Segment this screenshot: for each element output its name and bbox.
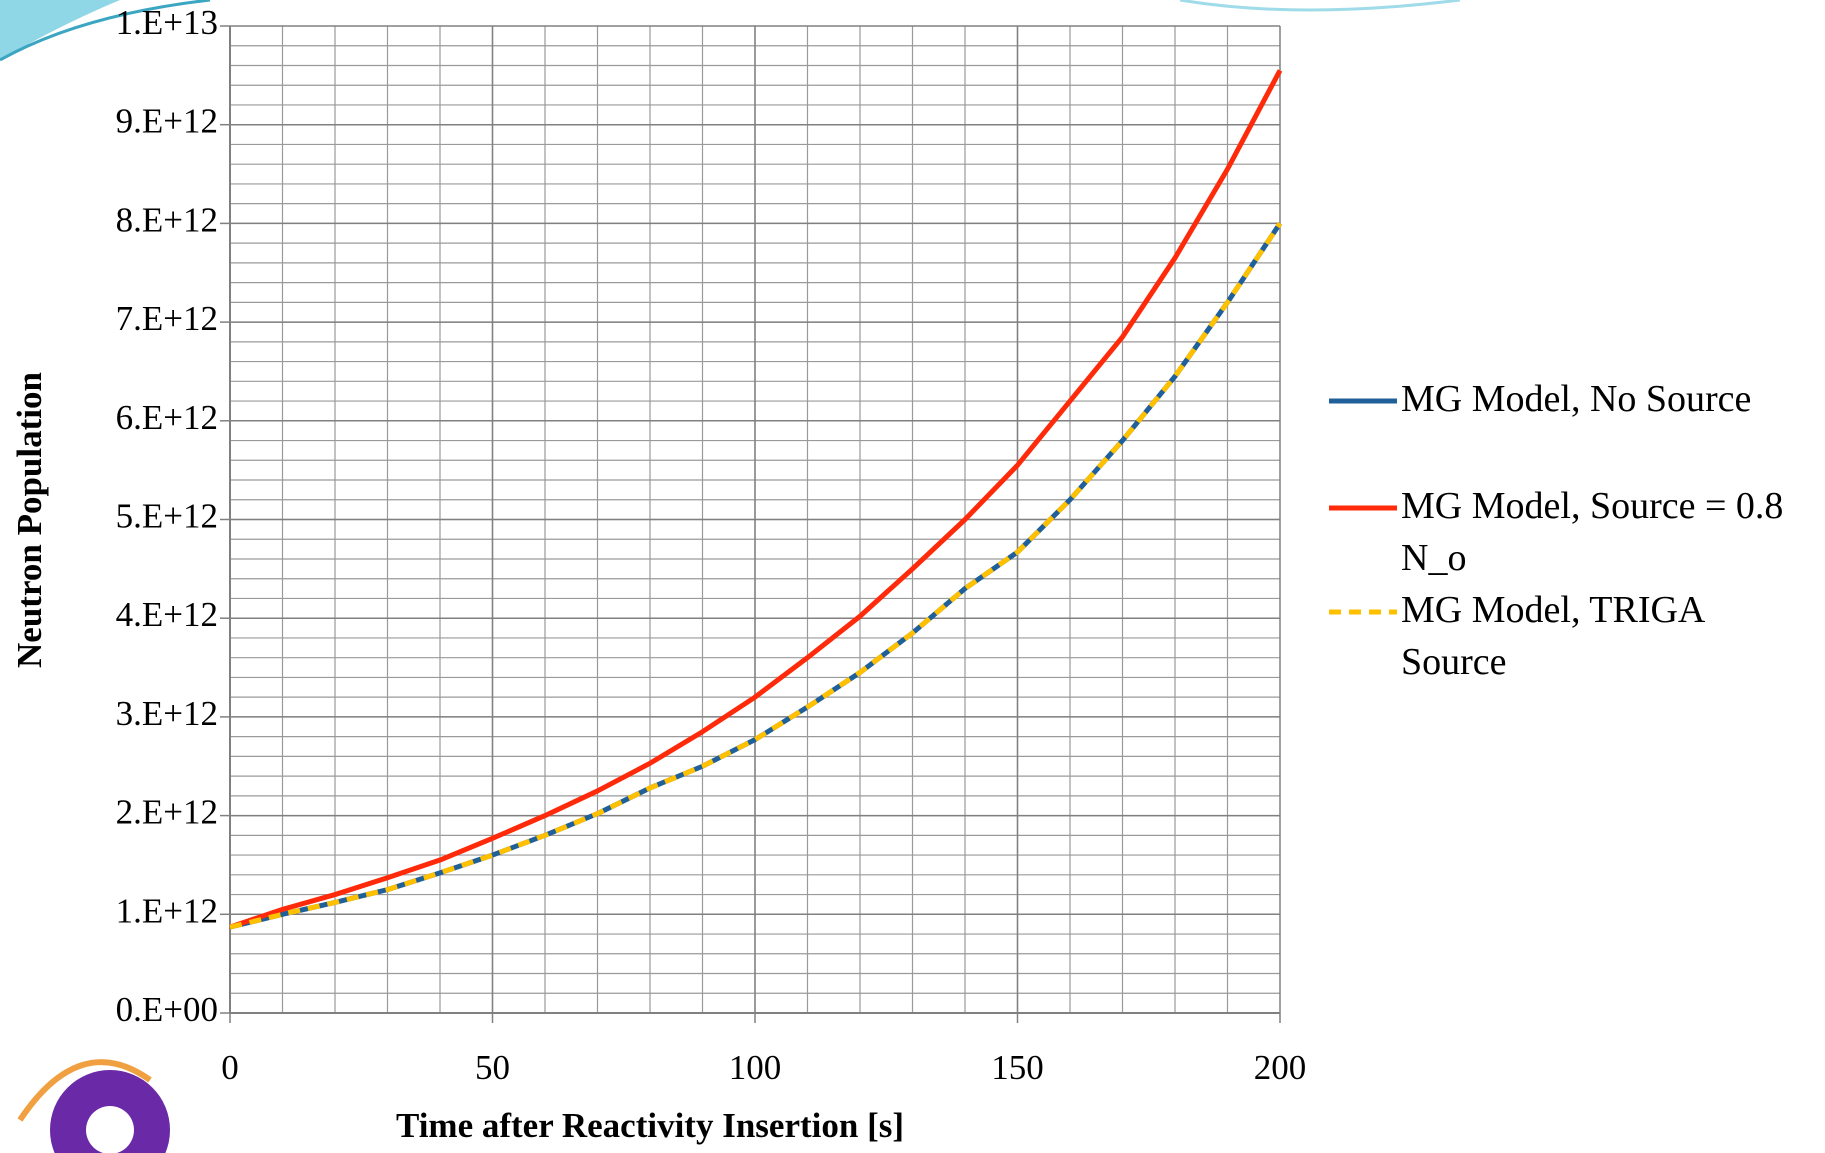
y-tick-label: 0.E+00 — [116, 990, 218, 1029]
x-tick-label: 200 — [1254, 1048, 1307, 1087]
legend-swatch — [1329, 609, 1397, 615]
x-axis-title: Time after Reactivity Insertion [s] — [396, 1106, 904, 1145]
legend-label: MG Model, No Source — [1401, 378, 1752, 420]
legend-item: MG Model, TRIGA Source — [1325, 584, 1825, 688]
legend-item: MG Model, Source = 0.8 N_o — [1325, 480, 1825, 584]
legend-swatch — [1329, 398, 1397, 404]
y-tick-label: 1.E+12 — [116, 891, 218, 930]
y-tick-label: 7.E+12 — [116, 299, 218, 338]
y-tick-label: 8.E+12 — [116, 200, 218, 239]
legend-swatch — [1329, 505, 1397, 511]
legend: MG Model, No Source MG Model, Source = 0.… — [1325, 373, 1825, 688]
y-tick-label: 1.E+13 — [116, 3, 218, 42]
decoration-swoosh — [0, 0, 120, 60]
y-tick-label: 2.E+12 — [116, 793, 218, 832]
y-tick-label: 9.E+12 — [116, 102, 218, 141]
x-tick-label: 100 — [729, 1048, 782, 1087]
y-tick-label: 5.E+12 — [116, 497, 218, 536]
x-tick-label: 50 — [475, 1048, 510, 1087]
decoration-swoosh-line — [0, 0, 211, 62]
series-line — [229, 69, 1283, 930]
y-tick-label: 3.E+12 — [116, 694, 218, 733]
legend-label: MG Model, TRIGA Source — [1401, 589, 1704, 683]
x-tick-label: 150 — [991, 1048, 1044, 1087]
decoration-swoosh-line — [1179, 0, 1461, 12]
series-line — [229, 222, 1283, 930]
y-axis-title: Neutron Population — [10, 372, 49, 668]
x-tick-label: 0 — [221, 1048, 239, 1087]
y-tick-label: 4.E+12 — [116, 595, 218, 634]
grid — [229, 25, 1281, 1014]
legend-item: MG Model, No Source — [1325, 373, 1825, 425]
logo — [17, 1059, 170, 1153]
legend-label: MG Model, Source = 0.8 N_o — [1401, 485, 1784, 579]
y-tick-label: 6.E+12 — [116, 398, 218, 437]
